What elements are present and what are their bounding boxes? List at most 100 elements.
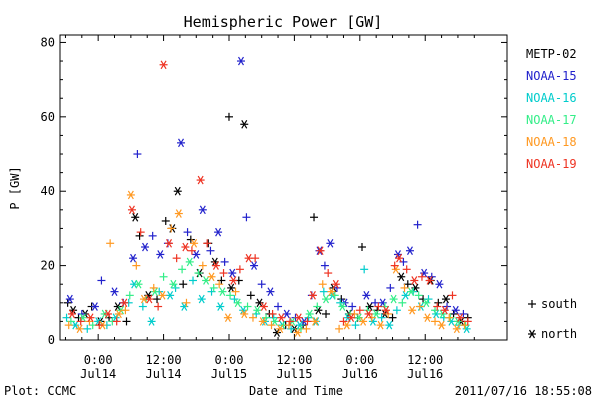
point-south — [159, 272, 168, 281]
point-south — [463, 317, 472, 326]
point-south — [224, 112, 233, 121]
x-tick-label-time: 0:00 — [84, 353, 113, 367]
point-north — [166, 291, 175, 300]
point-south — [257, 280, 266, 289]
point-north — [410, 276, 419, 285]
point-north — [180, 302, 189, 311]
point-south — [355, 306, 364, 315]
point-south — [148, 231, 157, 240]
point-south — [203, 239, 212, 248]
point-south — [219, 269, 228, 278]
y-axis: 0 20 40 60 80 — [41, 35, 507, 347]
x-tick-label-time: 0:00 — [215, 353, 244, 367]
point-north — [120, 298, 129, 308]
point-south — [179, 280, 188, 289]
x-tick-label-time: 12:00 — [146, 353, 182, 367]
legend-item-noaa-16: NOAA-16 — [526, 91, 577, 105]
point-north — [372, 309, 381, 319]
point-south — [324, 269, 333, 278]
point-north — [389, 294, 398, 304]
point-south — [76, 317, 85, 326]
point-north — [308, 291, 317, 300]
point-north — [411, 283, 420, 293]
point-south — [209, 283, 218, 292]
point-north — [422, 298, 431, 308]
legend-item-noaa-18: NOAA-18 — [526, 135, 577, 149]
point-north — [177, 138, 186, 148]
point-north — [134, 279, 143, 289]
point-south — [402, 265, 411, 274]
point-north — [440, 305, 449, 315]
data-points — [62, 56, 472, 337]
point-north — [127, 205, 136, 215]
point-north — [408, 305, 417, 315]
point-north — [86, 313, 95, 323]
point-south — [388, 313, 397, 322]
point-south — [335, 324, 344, 333]
point-north — [229, 276, 238, 285]
point-north — [327, 287, 336, 296]
point-north — [397, 272, 406, 282]
point-south — [322, 309, 331, 318]
legend-item-noaa-17: NOAA-17 — [526, 113, 577, 127]
point-south — [183, 228, 192, 237]
point-south — [330, 291, 339, 300]
point-south — [267, 321, 276, 330]
point-south — [302, 324, 311, 333]
point-south — [398, 298, 407, 307]
point-north — [156, 250, 165, 259]
point-north — [114, 309, 123, 319]
point-south — [125, 291, 134, 300]
point-north — [131, 212, 140, 222]
point-south — [167, 224, 176, 233]
point-north — [75, 324, 84, 334]
point-north — [347, 313, 356, 323]
x-tick-label-time: 12:00 — [276, 353, 312, 367]
point-north — [338, 302, 347, 311]
point-north — [359, 317, 368, 326]
point-north — [342, 320, 351, 330]
point-south — [339, 317, 348, 326]
point-north — [253, 305, 262, 315]
point-south — [106, 239, 115, 248]
point-north — [174, 209, 183, 218]
y-tick-label: 80 — [41, 35, 55, 49]
point-north — [65, 294, 74, 304]
point-north — [270, 317, 279, 326]
point-north — [354, 313, 363, 323]
point-south — [351, 321, 360, 330]
point-north — [437, 320, 446, 330]
point-south — [400, 283, 409, 292]
point-north — [395, 253, 404, 263]
point-north — [185, 257, 194, 267]
footer-timestamp: 2011/07/16 18:55:08 — [455, 384, 592, 398]
point-north — [258, 317, 267, 326]
point-north — [196, 175, 205, 185]
point-south — [448, 291, 457, 300]
legend-item-noaa-15: NOAA-15 — [526, 69, 577, 83]
point-north — [322, 294, 331, 304]
point-south — [399, 257, 408, 266]
point-south — [350, 309, 359, 318]
point-north — [126, 190, 135, 200]
point-south — [357, 243, 366, 252]
legend-marker-south: south — [541, 297, 577, 311]
point-north — [216, 302, 225, 311]
point-north — [198, 205, 207, 215]
point-south — [434, 298, 443, 307]
point-north — [240, 119, 249, 129]
point-south — [112, 317, 121, 326]
point-north — [90, 302, 99, 311]
point-north — [423, 313, 432, 323]
point-north — [294, 313, 303, 323]
point-north — [407, 287, 416, 296]
legend-item-metp-02: METP-02 — [526, 47, 577, 61]
point-south — [433, 302, 442, 311]
point-south — [459, 309, 468, 318]
point-south — [136, 228, 145, 237]
y-tick-label: 0 — [48, 333, 55, 347]
point-south — [64, 321, 73, 330]
point-south — [248, 313, 257, 322]
point-south — [215, 280, 224, 289]
